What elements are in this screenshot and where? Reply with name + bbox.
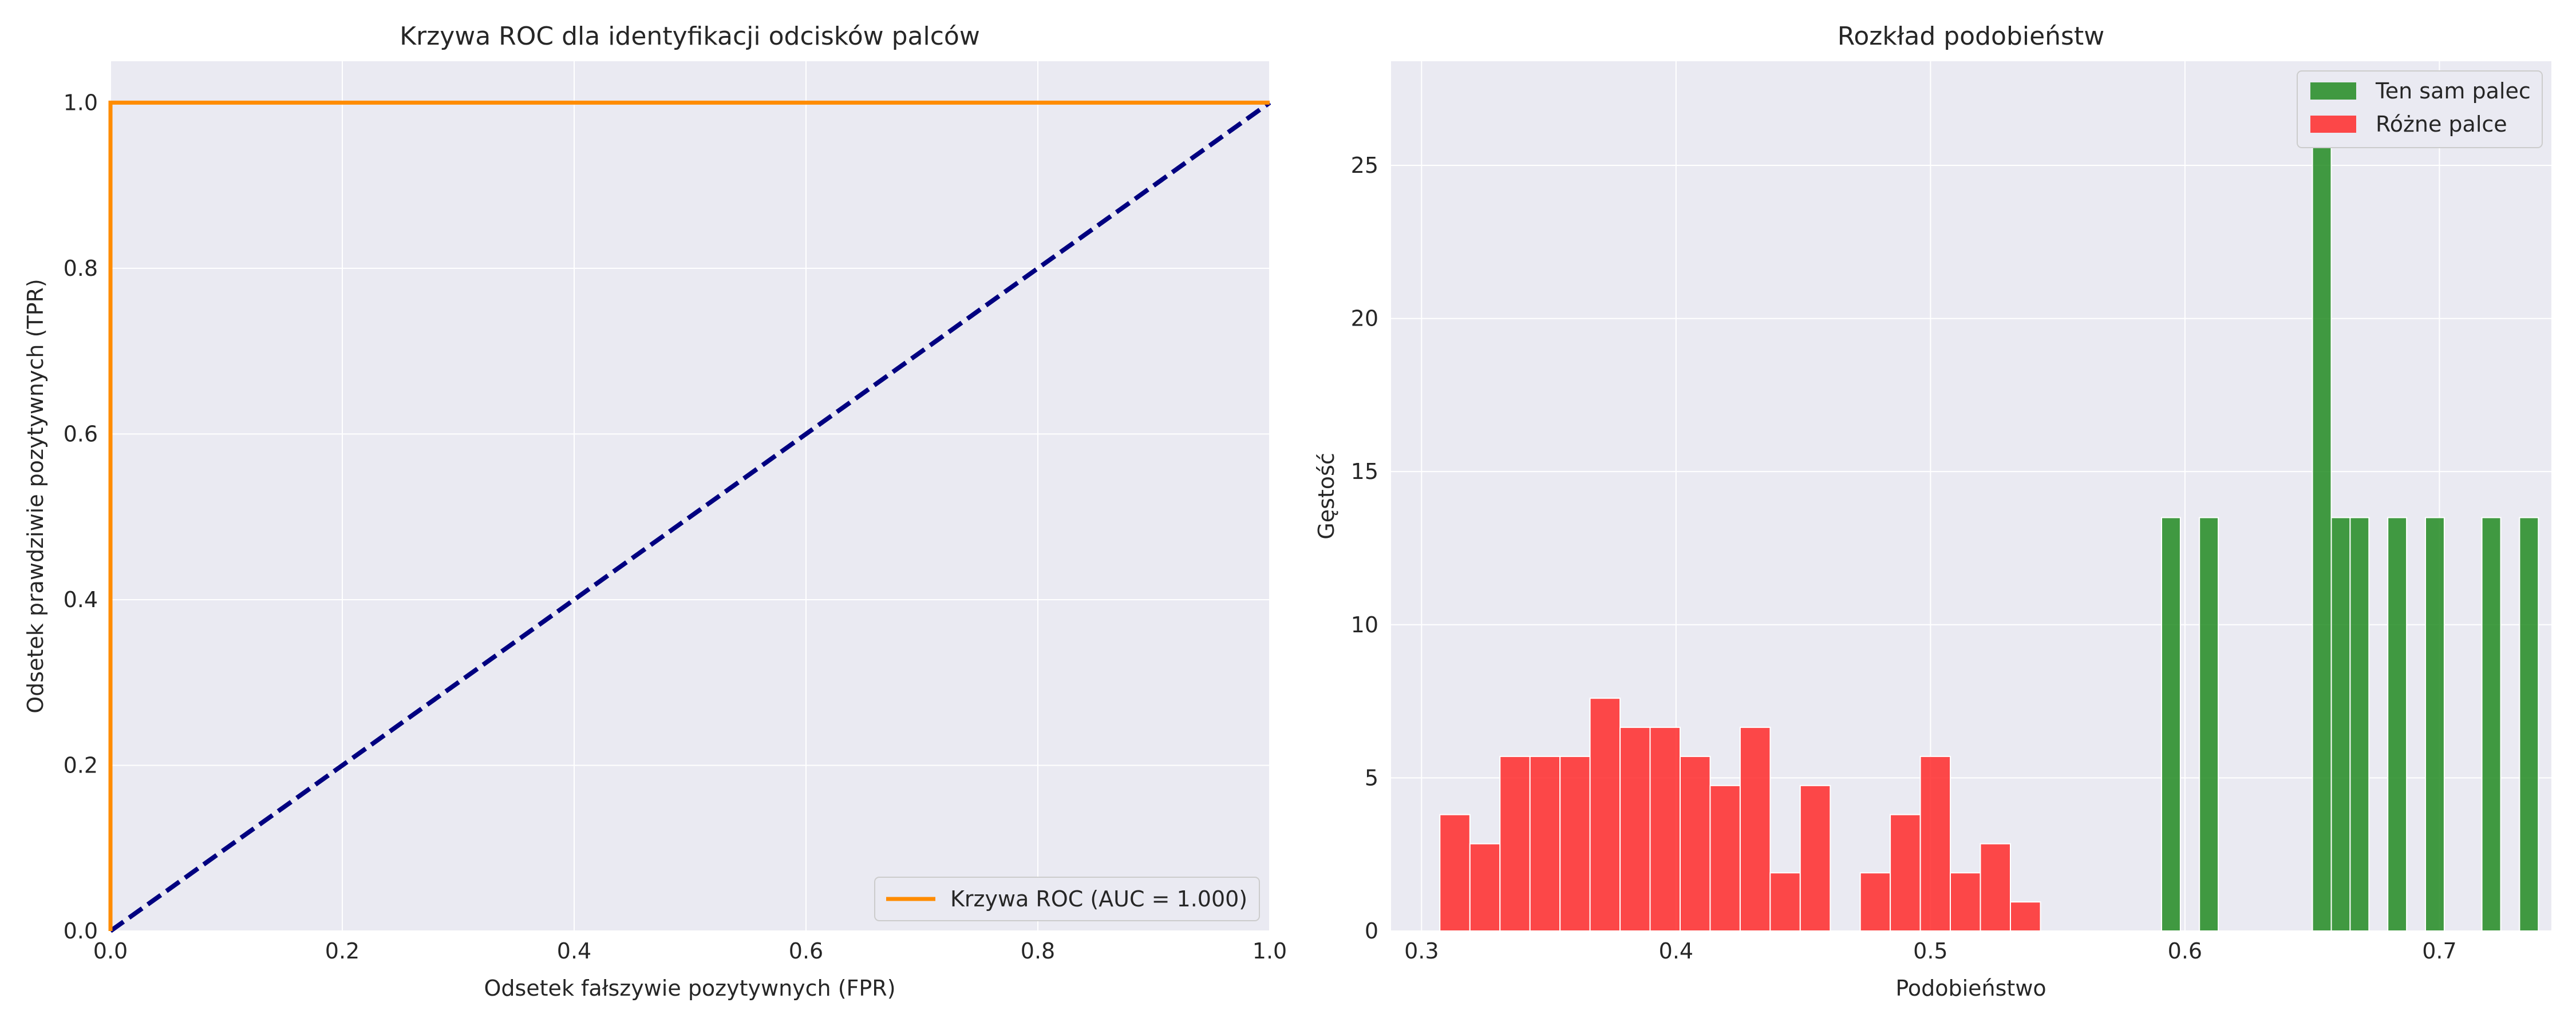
- hist-bar-different-fingers: [1559, 755, 1591, 932]
- roc-y-tick: 1.0: [64, 90, 98, 115]
- hist-bar-same-finger: [2161, 517, 2181, 932]
- hist-bar-same-finger: [2330, 517, 2351, 932]
- hist-bar-different-fingers: [2010, 901, 2041, 932]
- hist-x-tick: 0.5: [1913, 938, 1947, 964]
- roc-x-tick: 1.0: [1253, 938, 1287, 964]
- roc-y-label: Odsetek prawdziwie pozytywnych (TPR): [23, 279, 48, 713]
- hist-x-tick: 0.7: [2422, 938, 2456, 964]
- roc-x-ticks: 0.0 0.2 0.4 0.6 0.8 1.0: [93, 938, 1287, 964]
- hist-bar-different-fingers: [1619, 727, 1651, 932]
- hist-title: Rozkład podobieństw: [1838, 22, 2104, 51]
- hist-bar-different-fingers: [1950, 872, 1981, 932]
- hist-y-label: Gęstość: [1314, 453, 1339, 539]
- hist-y-ticks: 0 5 10 15 20 25: [1351, 153, 1378, 944]
- roc-x-tick: 0.0: [93, 938, 128, 964]
- roc-y-tick: 0.4: [64, 587, 98, 612]
- hist-x-tick: 0.3: [1404, 938, 1439, 964]
- hist-bar-different-fingers: [1680, 755, 1711, 932]
- hist-bar-different-fingers: [1649, 727, 1681, 932]
- hist-y-tick: 25: [1351, 153, 1378, 178]
- hist-x-tick: 0.6: [2168, 938, 2202, 964]
- roc-y-tick: 0.2: [64, 752, 98, 778]
- hist-legend-swatch-diff: [2310, 116, 2356, 133]
- roc-y-tick: 0.0: [64, 918, 98, 944]
- roc-x-tick: 0.2: [325, 938, 359, 964]
- hist-x-ticks: 0.3 0.4 0.5 0.6 0.7: [1404, 938, 2457, 964]
- hist-legend: Ten sam palec Różne palce: [2297, 70, 2543, 148]
- hist-bar-same-finger: [2387, 517, 2408, 932]
- hist-x-tick: 0.4: [1659, 938, 1693, 964]
- hist-legend-label-diff: Różne palce: [2376, 112, 2507, 137]
- hist-bar-same-finger: [2519, 517, 2539, 932]
- roc-chance-line: [109, 101, 1271, 933]
- hist-bars: [1439, 100, 2539, 932]
- roc-x-tick: 0.6: [789, 938, 823, 964]
- roc-curve-line: [108, 100, 1270, 931]
- hist-y-tick: 5: [1365, 765, 1378, 790]
- roc-legend-label: Krzywa ROC (AUC = 1.000): [950, 886, 1247, 912]
- hist-legend-swatch-same: [2310, 82, 2356, 100]
- hist-bar-different-fingers: [1739, 727, 1771, 932]
- hist-bar-different-fingers: [1980, 843, 2011, 932]
- hist-bar-different-fingers: [1919, 755, 1951, 932]
- roc-y-tick: 0.6: [64, 421, 98, 446]
- hist-bar-same-finger: [2199, 517, 2219, 932]
- hist-bar-different-fingers: [1589, 698, 1621, 932]
- roc-title: Krzywa ROC dla identyfikacji odcisków pa…: [400, 22, 980, 51]
- roc-plot-area: [110, 61, 1270, 931]
- roc-legend-box: [874, 877, 1260, 921]
- hist-bar-different-fingers: [1709, 785, 1741, 932]
- hist-bar-different-fingers: [1890, 814, 1921, 932]
- hist-bar-same-finger: [2481, 517, 2502, 932]
- hist-bar-different-fingers: [1529, 755, 1561, 932]
- roc-series: [108, 100, 1271, 933]
- hist-bar-different-fingers: [1499, 755, 1531, 932]
- hist-y-tick: 20: [1351, 306, 1378, 331]
- hist-bar-different-fingers: [1439, 814, 1471, 932]
- hist-legend-box: [2297, 70, 2543, 148]
- hist-y-tick: 15: [1351, 459, 1378, 484]
- hist-bar-different-fingers: [1859, 872, 1891, 932]
- roc-x-label: Odsetek fałszywie pozytywnych (FPR): [484, 976, 895, 1001]
- hist-bar-different-fingers: [1469, 843, 1501, 932]
- hist-bar-different-fingers: [1799, 785, 1831, 932]
- roc-panel: 0.0 0.2 0.4 0.6 0.8 1.0 0.0 0.2 0.4 0.6 0.8 1.0 Kr…: [23, 22, 1287, 1001]
- hist-x-label: Podobieństwo: [1895, 976, 2046, 1001]
- roc-x-tick: 0.4: [557, 938, 591, 964]
- hist-legend-label-same: Ten sam palec: [2375, 78, 2531, 104]
- hist-bar-same-finger: [2425, 517, 2445, 932]
- hist-panel: 0.3 0.4 0.5 0.6 0.7 0 5 10 15 20 25 Rozkład podob…: [1314, 22, 2551, 1001]
- hist-bar-same-finger: [2349, 517, 2370, 932]
- roc-y-tick: 0.8: [64, 256, 98, 281]
- roc-y-ticks: 0.0 0.2 0.4 0.6 0.8 1.0: [64, 90, 98, 944]
- hist-y-tick: 0: [1365, 918, 1378, 944]
- roc-legend: Krzywa ROC (AUC = 1.000): [874, 877, 1260, 921]
- hist-y-tick: 10: [1351, 612, 1378, 637]
- hist-bar-same-finger: [2312, 100, 2332, 932]
- roc-x-tick: 0.8: [1021, 938, 1055, 964]
- hist-bar-different-fingers: [1769, 872, 1801, 932]
